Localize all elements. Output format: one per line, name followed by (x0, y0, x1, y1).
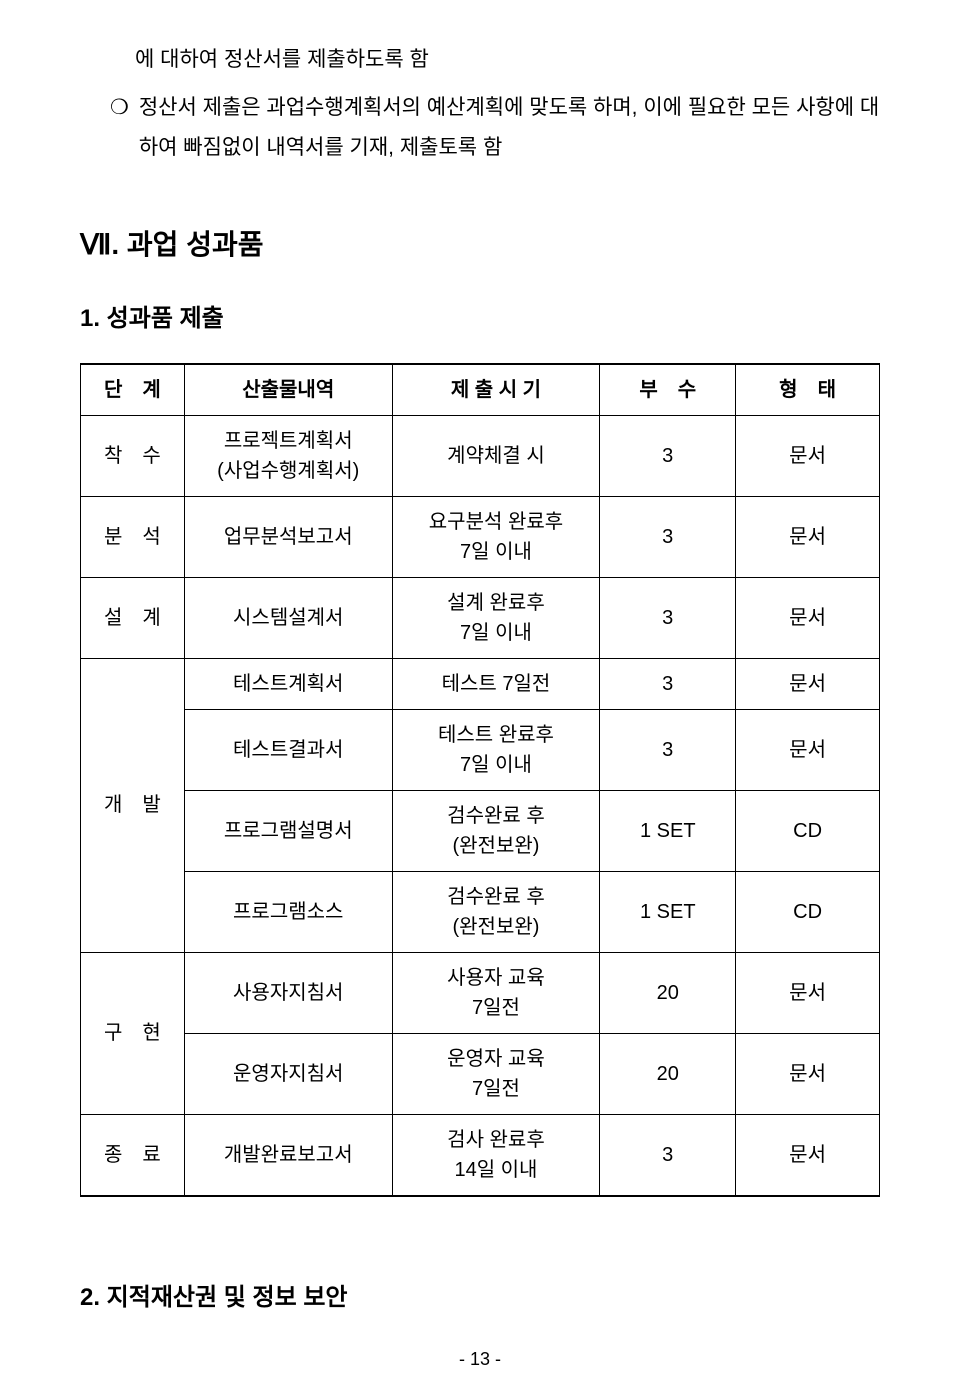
cell-stage: 개 발 (81, 658, 185, 952)
header-output: 산출물내역 (184, 365, 392, 416)
table-row: 운영자지침서운영자 교육7일전20문서 (81, 1033, 880, 1114)
cell-stage: 종 료 (81, 1114, 185, 1195)
cell-format: 문서 (736, 1114, 880, 1195)
intro-bullet-item: ❍ 정산서 제출은 과업수행계획서의 예산계획에 맞도록 하며, 이에 필요한 … (110, 88, 880, 168)
cell-copies: 3 (600, 1114, 736, 1195)
cell-output: 업무분석보고서 (184, 496, 392, 577)
cell-format: 문서 (736, 496, 880, 577)
intro-bullet-text: 정산서 제출은 과업수행계획서의 예산계획에 맞도록 하며, 이에 필요한 모든… (139, 88, 880, 168)
table-row: 분 석업무분석보고서요구분석 완료후7일 이내3문서 (81, 496, 880, 577)
cell-format: 문서 (736, 415, 880, 496)
cell-timing: 검사 완료후14일 이내 (392, 1114, 600, 1195)
header-timing: 제 출 시 기 (392, 365, 600, 416)
cell-timing: 검수완료 후(완전보완) (392, 871, 600, 952)
cell-copies: 20 (600, 952, 736, 1033)
cell-output: 테스트계획서 (184, 658, 392, 709)
cell-timing: 사용자 교육7일전 (392, 952, 600, 1033)
cell-copies: 3 (600, 577, 736, 658)
cell-copies: 1 SET (600, 871, 736, 952)
table-header-row: 단 계 산출물내역 제 출 시 기 부 수 형 태 (81, 365, 880, 416)
table-row: 구 현사용자지침서사용자 교육7일전20문서 (81, 952, 880, 1033)
cell-stage: 착 수 (81, 415, 185, 496)
cell-output: 프로젝트계획서(사업수행계획서) (184, 415, 392, 496)
cell-format: 문서 (736, 658, 880, 709)
table-row: 프로그램설명서검수완료 후(완전보완)1 SETCD (81, 790, 880, 871)
deliverables-table: 단 계 산출물내역 제 출 시 기 부 수 형 태 착 수프로젝트계획서(사업수… (80, 365, 880, 1195)
table-row: 테스트결과서테스트 완료후7일 이내3문서 (81, 709, 880, 790)
cell-copies: 3 (600, 415, 736, 496)
cell-timing: 운영자 교육7일전 (392, 1033, 600, 1114)
cell-stage: 설 계 (81, 577, 185, 658)
cell-timing: 검수완료 후(완전보완) (392, 790, 600, 871)
cell-output: 운영자지침서 (184, 1033, 392, 1114)
cell-output: 사용자지침서 (184, 952, 392, 1033)
table-row: 프로그램소스검수완료 후(완전보완)1 SETCD (81, 871, 880, 952)
table-row: 종 료개발완료보고서검사 완료후14일 이내3문서 (81, 1114, 880, 1195)
cell-output: 프로그램설명서 (184, 790, 392, 871)
cell-format: CD (736, 790, 880, 871)
section-7-heading: Ⅶ. 과업 성과품 (80, 223, 880, 263)
cell-format: CD (736, 871, 880, 952)
table-row: 착 수프로젝트계획서(사업수행계획서)계약체결 시3문서 (81, 415, 880, 496)
table-row: 개 발테스트계획서테스트 7일전3문서 (81, 658, 880, 709)
cell-copies: 3 (600, 496, 736, 577)
cell-copies: 3 (600, 658, 736, 709)
cell-format: 문서 (736, 577, 880, 658)
cell-output: 시스템설계서 (184, 577, 392, 658)
table-body: 착 수프로젝트계획서(사업수행계획서)계약체결 시3문서분 석업무분석보고서요구… (81, 415, 880, 1195)
cell-timing: 테스트 7일전 (392, 658, 600, 709)
cell-timing: 테스트 완료후7일 이내 (392, 709, 600, 790)
bullet-marker-icon: ❍ (110, 88, 129, 168)
intro-line-1: 에 대하여 정산서를 제출하도록 함 (135, 40, 880, 80)
header-format: 형 태 (736, 365, 880, 416)
cell-timing: 계약체결 시 (392, 415, 600, 496)
header-stage: 단 계 (81, 365, 185, 416)
cell-copies: 1 SET (600, 790, 736, 871)
subsection-1-heading: 1. 성과품 제출 (80, 298, 880, 333)
subsection-2-heading: 2. 지적재산권 및 정보 보안 (80, 1277, 880, 1312)
deliverables-table-wrapper: 단 계 산출물내역 제 출 시 기 부 수 형 태 착 수프로젝트계획서(사업수… (80, 363, 880, 1197)
header-copies: 부 수 (600, 365, 736, 416)
cell-copies: 20 (600, 1033, 736, 1114)
cell-timing: 요구분석 완료후7일 이내 (392, 496, 600, 577)
cell-format: 문서 (736, 1033, 880, 1114)
cell-copies: 3 (600, 709, 736, 790)
table-row: 설 계시스템설계서설계 완료후7일 이내3문서 (81, 577, 880, 658)
cell-stage: 분 석 (81, 496, 185, 577)
cell-format: 문서 (736, 952, 880, 1033)
cell-format: 문서 (736, 709, 880, 790)
cell-stage: 구 현 (81, 952, 185, 1114)
cell-timing: 설계 완료후7일 이내 (392, 577, 600, 658)
cell-output: 프로그램소스 (184, 871, 392, 952)
cell-output: 개발완료보고서 (184, 1114, 392, 1195)
cell-output: 테스트결과서 (184, 709, 392, 790)
page-number: - 13 - (0, 1349, 960, 1370)
